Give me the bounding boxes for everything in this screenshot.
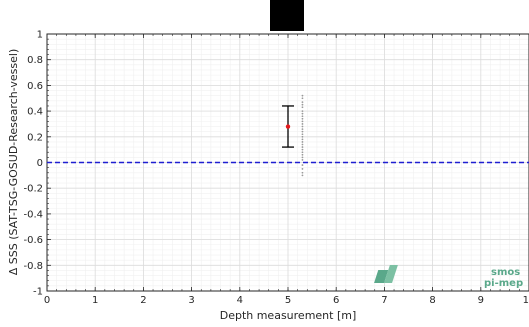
scatter-point — [301, 94, 304, 97]
mean-point — [285, 124, 291, 129]
y-tick-label: 0 — [37, 158, 43, 169]
x-tick-label: 5 — [285, 295, 291, 306]
scatter-point — [301, 148, 304, 151]
x-tick-label: 4 — [237, 295, 243, 306]
scatter-point — [301, 138, 304, 141]
y-tick-label: -1 — [33, 287, 43, 298]
x-tick-label: 2 — [140, 295, 146, 306]
scatter-point — [301, 97, 304, 100]
x-tick-label: 0 — [44, 295, 50, 306]
redaction-box — [270, 0, 304, 31]
scatter-point — [301, 133, 304, 136]
scatter-point — [301, 146, 304, 148]
scatter-point — [301, 101, 304, 104]
y-tick-label: 1 — [37, 30, 43, 41]
scatter-point — [301, 156, 304, 159]
scatter-point — [301, 115, 304, 118]
y-axis-label: Δ SSS (SAT-TSG-GOSUD-Research-vessel) — [7, 49, 20, 276]
scatter-points — [301, 94, 304, 177]
logo-text-pimep: pi-mep — [484, 278, 523, 289]
scatter-point — [301, 103, 304, 106]
scatter-point — [301, 120, 304, 123]
scatter-point — [301, 110, 304, 112]
y-tick-label: -0.6 — [23, 235, 43, 246]
scatter-point — [301, 128, 304, 130]
x-tick-label: 1 — [92, 295, 98, 306]
logo-mark-icon — [374, 270, 389, 283]
y-tick-label: 0.8 — [27, 55, 43, 66]
scatter-point — [301, 141, 304, 143]
scatter-point — [301, 106, 304, 109]
scatter-point — [301, 112, 304, 115]
y-tick-label: 0.6 — [27, 81, 43, 92]
scatter-point — [301, 135, 304, 138]
logo-mark-icon-back — [384, 265, 398, 283]
logo-text-smos: smos — [491, 267, 520, 278]
scatter-point — [301, 143, 304, 146]
scatter-point — [301, 153, 304, 156]
x-tick-label: 7 — [381, 295, 387, 306]
scatter-point — [301, 171, 304, 174]
scatter-point — [301, 174, 304, 177]
scatter-point — [301, 117, 304, 120]
scatter-point — [301, 164, 304, 166]
x-tick-label: 8 — [429, 295, 435, 306]
x-tick-label: 3 — [188, 295, 194, 306]
x-tick-label: 10 — [523, 295, 529, 306]
y-tick-label: -0.8 — [23, 261, 43, 272]
y-tick-label: -0.4 — [23, 209, 43, 220]
scatter-point — [301, 159, 304, 161]
scatter-point — [301, 168, 304, 170]
scatter-point — [301, 151, 304, 154]
y-tick-label: 0.2 — [27, 132, 43, 143]
scatter-point — [301, 125, 304, 128]
scatter-point — [301, 130, 304, 133]
x-axis-label: Depth measurement [m] — [220, 309, 357, 322]
x-tick-label: 6 — [333, 295, 339, 306]
y-tick-label: -0.2 — [23, 184, 43, 195]
x-tick-label: 9 — [478, 295, 484, 306]
scatter-point — [301, 123, 304, 125]
smos-pi-mep-logo: smos pi-mep — [374, 265, 523, 289]
y-tick-label: 0.4 — [27, 107, 43, 118]
